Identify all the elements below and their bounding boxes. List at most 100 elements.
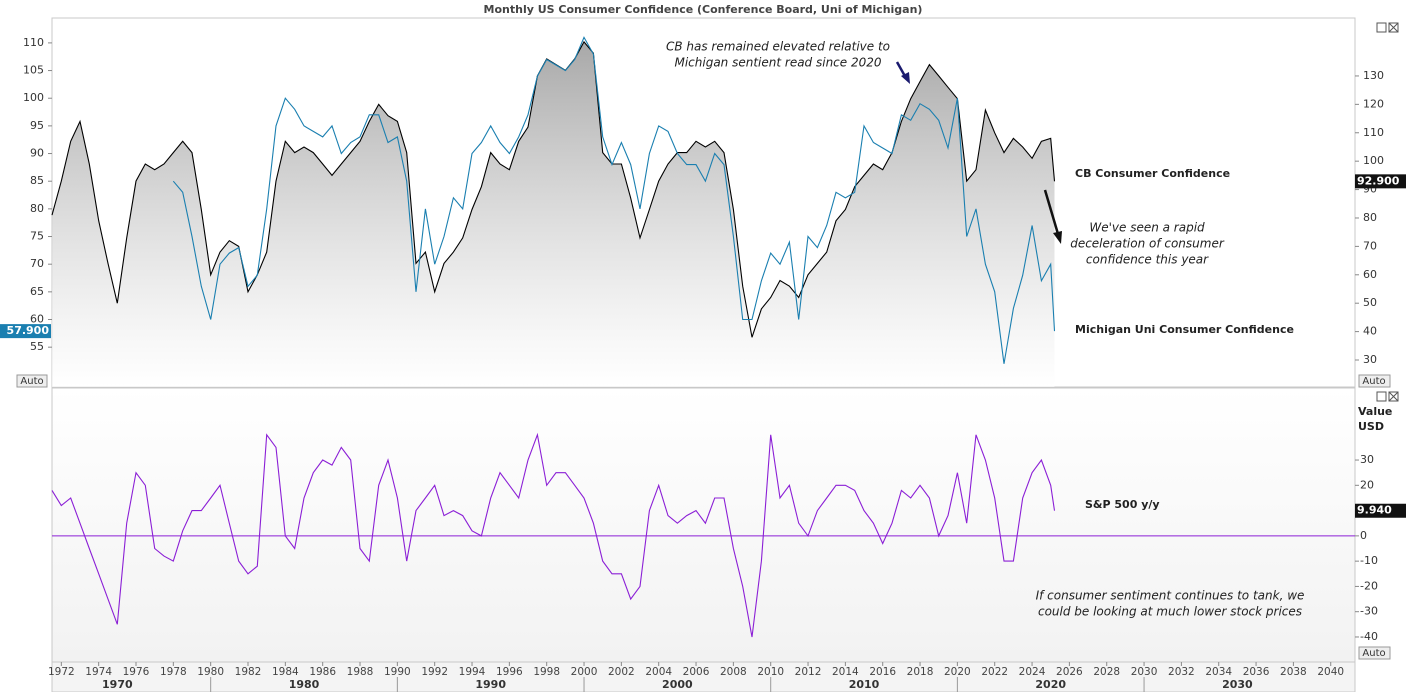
- x-tick-label: 2004: [645, 666, 672, 678]
- y-tick-label: 70: [30, 257, 44, 270]
- y-tick-label: 0: [1360, 529, 1367, 542]
- y-tick-label: -20: [1360, 579, 1378, 592]
- last-value-label: 57.900: [7, 324, 50, 337]
- x-tick-label: 2036: [1243, 666, 1270, 678]
- last-value-tag: [0, 324, 51, 339]
- chart-title: Monthly US Consumer Confidence (Conferen…: [484, 3, 923, 16]
- x-tick-label: 2020: [944, 666, 971, 678]
- decade-label: 2020: [1035, 678, 1066, 691]
- y-tick-label: -10: [1360, 554, 1378, 567]
- decade-label: 2000: [662, 678, 693, 691]
- y-tick-label: 95: [30, 119, 44, 132]
- x-tick-label: 1972: [48, 666, 75, 678]
- y2-tick-label: 80: [1363, 211, 1377, 224]
- auto-label: Auto: [1362, 648, 1385, 659]
- x-tick-label: 1990: [384, 666, 411, 678]
- x-tick-label: 2012: [795, 666, 822, 678]
- icon-restore[interactable]: [1376, 391, 1387, 402]
- x-tick-label: 2030: [1131, 666, 1158, 678]
- y-tick-label: 60: [30, 313, 44, 326]
- y2-tick-label: 110: [1363, 126, 1384, 139]
- annotation: could be looking at much lower stock pri…: [1038, 605, 1302, 619]
- legend-label: CB Consumer Confidence: [1075, 167, 1230, 180]
- auto-label: Auto: [20, 376, 43, 387]
- x-tick-label: 1974: [85, 666, 112, 678]
- bottom-panel: [51, 387, 1356, 663]
- x-tick-label: 1998: [533, 666, 560, 678]
- auto-button[interactable]: [16, 374, 48, 388]
- y-tick-label: 105: [23, 64, 44, 77]
- y2-tick-label: 60: [1363, 268, 1377, 281]
- x-tick-label: 1988: [347, 666, 374, 678]
- annotation: CB has remained elevated relative to: [666, 40, 890, 54]
- last-value-tag: [1355, 503, 1406, 518]
- annotation: confidence this year: [1086, 253, 1209, 267]
- arrow: [1043, 189, 1060, 235]
- x-tick-label: 2002: [608, 666, 635, 678]
- annotation: We've seen a rapid: [1089, 221, 1205, 235]
- arrowhead: [1053, 231, 1062, 244]
- y-axis-label: Value: [1358, 405, 1392, 418]
- y-tick-label: 30: [1360, 453, 1374, 466]
- x-tick-label: 1984: [272, 666, 299, 678]
- decade-label: 1970: [102, 678, 133, 691]
- y-tick-label: 75: [30, 230, 44, 243]
- x-axis-band: [51, 661, 1356, 692]
- icon-close-x: [1388, 22, 1399, 33]
- decade-label: 2030: [1222, 678, 1253, 691]
- plot-layer: 55 60 65 70 75 80 85 90 95 100 105 110 30 40 50 60 70 80 9…: [0, 36, 1406, 692]
- legend-label: S&P 500 y/y: [1085, 498, 1160, 511]
- x-tick-label: 1994: [459, 666, 486, 678]
- x-tick-label: 2034: [1205, 666, 1232, 678]
- x-tick-label: 2028: [1093, 666, 1120, 678]
- y-tick-label: 65: [30, 285, 44, 298]
- decade-label: 2010: [849, 678, 880, 691]
- auto-button[interactable]: [1358, 374, 1391, 388]
- annotation: deceleration of consumer: [1070, 237, 1225, 251]
- auto-buttons: Auto Auto Auto: [16, 374, 1391, 660]
- x-tick-label: 2008: [720, 666, 747, 678]
- y2-tick-label: 130: [1363, 69, 1384, 82]
- last-value-label: 9.940: [1357, 504, 1392, 517]
- y2-tick-label: 120: [1363, 97, 1384, 110]
- y2-tick-label: 70: [1363, 239, 1377, 252]
- x-tick-label: 2018: [907, 666, 934, 678]
- x-tick-label: 1982: [235, 666, 262, 678]
- y-tick-label: 85: [30, 174, 44, 187]
- y2-tick-label: 100: [1363, 154, 1384, 167]
- y-tick-label: -40: [1360, 630, 1378, 643]
- y2-tick-label: 30: [1363, 353, 1377, 366]
- icon-close[interactable]: [1388, 22, 1399, 33]
- x-tick-label: 1992: [421, 666, 448, 678]
- x-tick-label: 2014: [832, 666, 859, 678]
- x-tick-label: 2026: [1056, 666, 1083, 678]
- y-tick-label: 100: [23, 91, 44, 104]
- series-line: [51, 432, 1056, 638]
- x-tick-label: 2022: [981, 666, 1008, 678]
- y2-tick-label: 40: [1363, 325, 1377, 338]
- y-tick-label: -30: [1360, 605, 1378, 618]
- icon-close-x: [1388, 391, 1399, 402]
- decade-label: 1990: [475, 678, 506, 691]
- y-tick-label: 110: [23, 36, 44, 49]
- x-tick-label: 2016: [869, 666, 896, 678]
- x-tick-label: 2038: [1280, 666, 1307, 678]
- annotation: Michigan sentient read since 2020: [674, 56, 881, 70]
- auto-label: Auto: [1362, 376, 1385, 387]
- last-value-label: 92.900: [1357, 174, 1400, 187]
- x-tick-label: 1980: [197, 666, 224, 678]
- icon-restore[interactable]: [1376, 22, 1387, 33]
- x-tick-label: 1986: [309, 666, 336, 678]
- auto-button[interactable]: [1358, 646, 1391, 660]
- y-tick-label: 20: [1360, 478, 1374, 491]
- x-tick-label: 2010: [757, 666, 784, 678]
- x-tick-label: 2006: [683, 666, 710, 678]
- x-tick-label: 2040: [1317, 666, 1344, 678]
- last-value-tag: [1355, 174, 1406, 189]
- icon-close[interactable]: [1388, 391, 1399, 402]
- window-icons: [1376, 22, 1399, 402]
- annotation: If consumer sentiment continues to tank,…: [1036, 589, 1305, 603]
- series-area: [52, 41, 1055, 388]
- y-tick-label: 90: [30, 147, 44, 160]
